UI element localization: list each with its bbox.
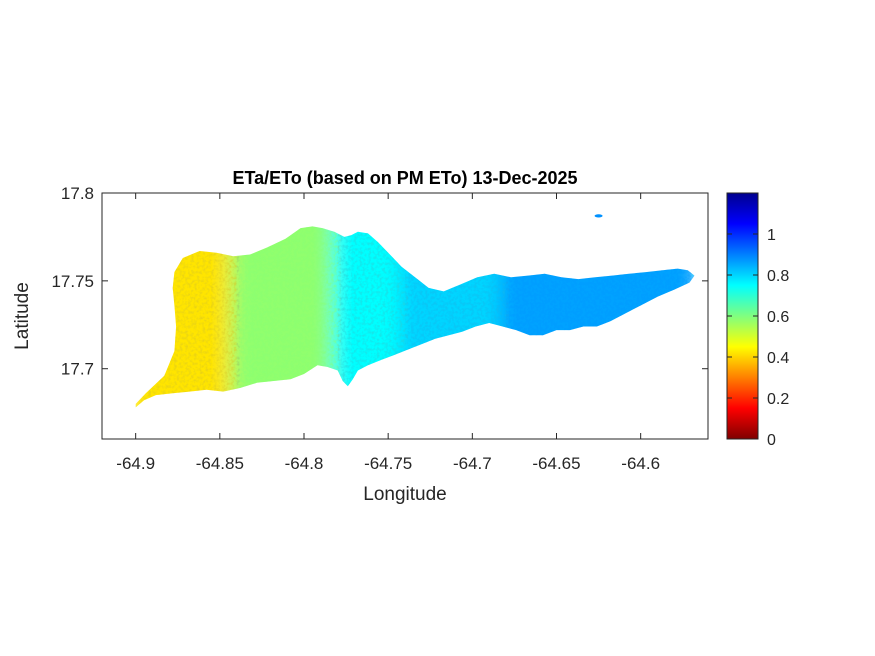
x-tick-label: -64.75 [364, 454, 412, 473]
x-tick-label: -64.6 [621, 454, 660, 473]
x-tick-label: -64.65 [532, 454, 580, 473]
y-axis-label: Latitude [12, 282, 33, 350]
colorbar: 0 0.2 0.4 0.6 0.8 1 [726, 192, 789, 449]
colorbar-tick-label: 1 [767, 227, 776, 244]
chart-title: ETa/ETo (based on PM ETo) 13-Dec-2025 [232, 168, 577, 188]
y-tick-label: 17.75 [51, 272, 94, 291]
islet [594, 214, 603, 218]
colorbar-tick-label: 0 [767, 432, 776, 449]
colorbar-tick-label: 0.4 [767, 350, 789, 367]
plot-area: -64.9 -64.85 -64.8 -64.75 -64.7 -64.65 -64.6 1… [51, 184, 709, 473]
x-tick-label: -64.9 [116, 454, 155, 473]
colorbar-tick-label: 0.6 [767, 309, 789, 326]
colorbar-tick-label: 0.8 [767, 268, 789, 285]
axes-box [101, 192, 709, 440]
y-tick-label: 17.7 [61, 360, 94, 379]
x-tick-label: -64.7 [453, 454, 492, 473]
x-tick-label: -64.8 [285, 454, 324, 473]
islet-group [594, 214, 603, 218]
x-axis-label: Longitude [363, 484, 446, 505]
colorbar-ticks: 0 0.2 0.4 0.6 0.8 1 [727, 227, 789, 449]
y-tick-label: 17.8 [61, 184, 94, 203]
colorbar-tick-label: 0.2 [767, 391, 789, 408]
colorbar-gradient [727, 193, 758, 439]
y-ticks: 17.7 17.75 17.8 [51, 184, 708, 379]
x-tick-label: -64.85 [196, 454, 244, 473]
x-ticks: -64.9 -64.85 -64.8 -64.75 -64.7 -64.65 -64.6 [116, 193, 660, 473]
